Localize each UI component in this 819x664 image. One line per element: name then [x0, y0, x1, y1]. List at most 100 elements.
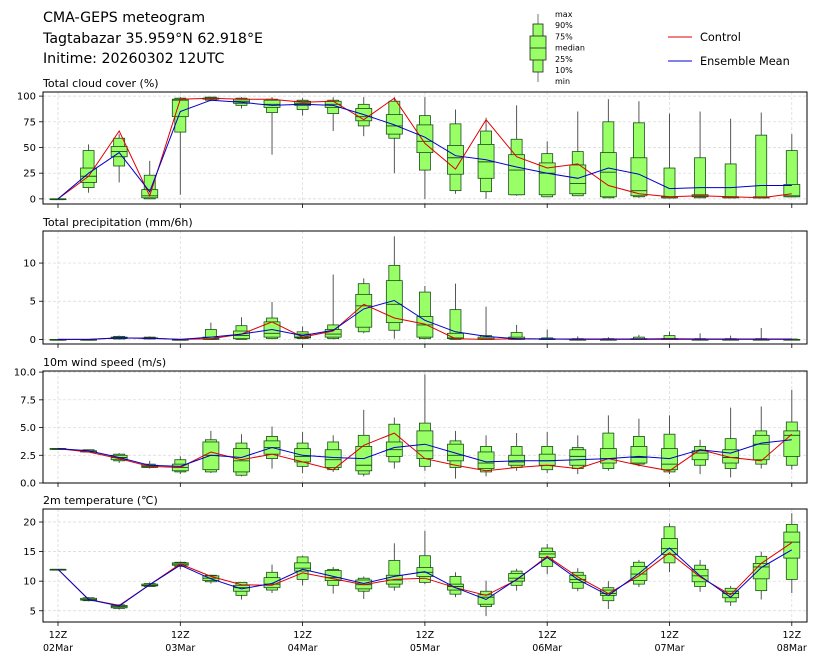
box-24: [783, 134, 801, 198]
box-13: [447, 430, 464, 479]
box-25-75: [538, 162, 556, 196]
x-tick-label-hour: 12Z: [538, 630, 557, 641]
box-25-75: [477, 451, 495, 469]
box-25-75: [263, 99, 281, 108]
legend-label: Ensemble Mean: [700, 55, 790, 68]
y-tick-label: 25: [23, 169, 36, 180]
y-tick-label: 0.0: [20, 479, 36, 490]
y-tick-label: 10.0: [14, 368, 36, 379]
figure-header: CMA-GEPS meteogram Tagtabazar 35.959°N 6…: [43, 8, 263, 70]
box-10: [355, 576, 373, 599]
box-22: [722, 407, 740, 478]
box-25-75: [171, 98, 189, 118]
x-tick-label-date: 04Mar: [288, 643, 318, 654]
panel-frame: [42, 230, 808, 345]
box-25-75: [324, 570, 342, 581]
box-13: [447, 283, 464, 340]
control-line: [57, 97, 792, 200]
legend-box-label: median: [555, 44, 585, 53]
box-11: [385, 417, 403, 469]
box-14: [477, 435, 495, 477]
x-tick-label-date: 08Mar: [777, 643, 807, 654]
panel-frame: [42, 91, 808, 205]
panel-2: 10m wind speed (m/s) 0.0 2.5 5.0 7.5 10.0: [14, 356, 808, 490]
box-12: [416, 285, 434, 340]
y-tick-label: 5: [30, 606, 36, 617]
box-16: [538, 329, 556, 340]
box-10-90: [143, 174, 156, 200]
x-tick-label-hour: 12Z: [293, 630, 312, 641]
figure-title: CMA-GEPS meteogram: [43, 10, 206, 26]
box-22: [722, 118, 740, 199]
box-19: [630, 418, 648, 467]
box-25-75: [447, 443, 464, 462]
box-25-75: [508, 454, 526, 466]
box-12: [416, 374, 434, 471]
x-tick-label-hour: 12Z: [49, 630, 68, 641]
box-25-75: [599, 152, 617, 198]
x-tick-label-hour: 12Z: [171, 630, 190, 641]
panel-title: 10m wind speed (m/s): [43, 356, 166, 369]
box-25-75: [324, 329, 342, 338]
y-tick-label: 100: [17, 92, 36, 103]
panel-3: 2m temperature (℃) 5 10 15 20: [23, 494, 808, 626]
box-8: [294, 431, 312, 474]
box-11: [385, 236, 403, 339]
box-15: [508, 433, 526, 471]
legend-label: Control: [700, 31, 741, 44]
panel-frame: [42, 508, 808, 623]
legend: max 90% 75% median 25% 10% min Control Ensemble …: [529, 10, 790, 86]
box-12: [416, 530, 434, 585]
box-7: [263, 302, 281, 340]
box-10-90: [449, 309, 462, 340]
legend-box-label: 75%: [555, 32, 573, 41]
box-25-75: [385, 114, 403, 135]
box-15: [508, 324, 526, 340]
y-tick-label: 0: [30, 335, 36, 346]
box-25-75: [630, 446, 648, 464]
panel-frame: [42, 370, 808, 484]
box-4: [171, 456, 189, 475]
box-25-75: [263, 577, 281, 589]
box-21: [691, 111, 709, 199]
box-10-90: [418, 291, 431, 340]
y-tick-label: 7.5: [20, 395, 36, 406]
box-25-75: [233, 448, 250, 473]
ensemble-mean-line: [57, 99, 792, 200]
y-tick-label: 0: [30, 194, 36, 205]
box-25-75: [385, 280, 403, 324]
box-0: [49, 198, 67, 201]
figure-initime: Initime: 20260302 12UTC: [43, 51, 225, 67]
box-25-75: [508, 573, 526, 582]
legend-box-label: 90%: [555, 21, 573, 30]
box-25-75: [538, 453, 556, 466]
legend-box-label: min: [555, 77, 570, 86]
y-tick-label: 5.0: [20, 423, 36, 434]
box-18: [599, 415, 617, 471]
box-8: [294, 98, 312, 116]
box-10-90: [694, 157, 706, 199]
box-23: [752, 551, 770, 600]
x-tick-label-hour: 12Z: [660, 630, 679, 641]
y-tick-label: 50: [23, 143, 36, 154]
box-17: [569, 111, 587, 197]
box-11: [385, 97, 403, 174]
box-9: [324, 274, 342, 340]
box-13: [447, 572, 464, 598]
box-25-75: [233, 584, 250, 592]
panel-title: Total precipitation (mm/6h): [42, 216, 193, 229]
panel-title: 2m temperature (℃): [43, 494, 158, 507]
legend-box-label: 25%: [555, 55, 573, 64]
x-tick-label-date: 07Mar: [654, 643, 684, 654]
box-20: [661, 415, 678, 475]
y-tick-label: 5: [30, 297, 36, 308]
box-9: [324, 435, 342, 472]
ensemble-mean-line: [58, 299, 792, 340]
box-25-75: [385, 441, 403, 457]
box-10-90: [724, 163, 737, 199]
x-tick-label-hour: 12Z: [416, 630, 435, 641]
y-tick-label: 15: [23, 547, 36, 558]
box-10-90: [388, 560, 401, 588]
box-16: [538, 141, 556, 198]
